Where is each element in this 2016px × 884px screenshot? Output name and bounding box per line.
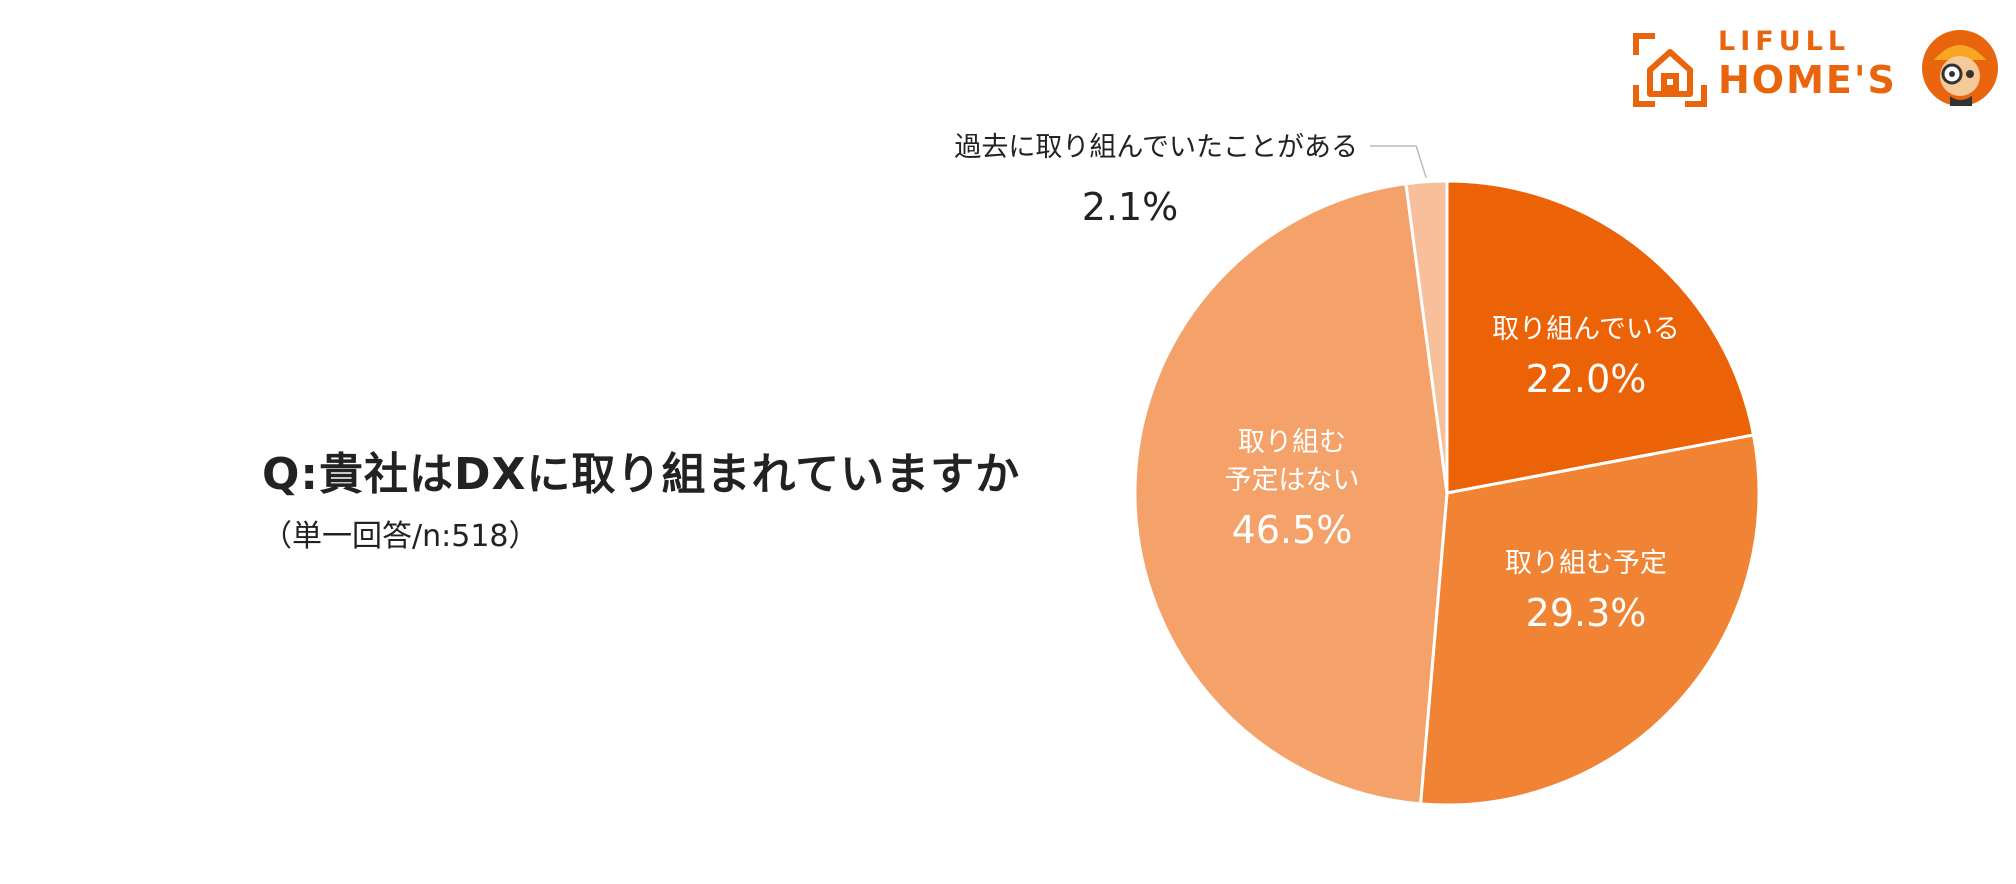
slice-label: 取り組む予定 29.3%: [1505, 548, 1667, 635]
leader-line: [1370, 145, 1427, 178]
house-icon: [1633, 33, 1707, 107]
chart-subtitle: （単一回答/n:518）: [262, 519, 539, 554]
pie-slice: [1418, 433, 1761, 807]
slice-category-label: 予定はない: [1225, 465, 1360, 496]
slice-label: 過去に取り組んでいたことがある 2.1%: [954, 132, 1358, 229]
pie-slice: [1133, 182, 1449, 806]
slice-category-label: 取り組む予定: [1505, 548, 1667, 579]
brand-name-line1: LIFULL: [1718, 26, 1851, 57]
brand-name-line2: HOME'S: [1718, 58, 1897, 102]
slice-category-label: 取り組む: [1238, 427, 1346, 458]
slice-value-label: 2.1%: [1082, 185, 1179, 229]
slice-label: 取り組んでいる 22.0%: [1492, 314, 1680, 401]
slice-value-label: 46.5%: [1232, 508, 1353, 552]
slice-value-label: 29.3%: [1526, 591, 1647, 635]
chart-title: Q:貴社はDXに取り組まれていますか: [262, 449, 1021, 500]
pie-slice: [1445, 179, 1756, 495]
mascot-icon: [1922, 30, 1998, 106]
pie-slice: [1404, 179, 1449, 494]
slice-value-label: 22.0%: [1526, 357, 1647, 401]
slice-category-label: 過去に取り組んでいたことがある: [954, 132, 1358, 163]
slice-category-label: 取り組んでいる: [1492, 314, 1680, 345]
brand-logo: LIFULL HOME'S: [1630, 22, 2000, 112]
